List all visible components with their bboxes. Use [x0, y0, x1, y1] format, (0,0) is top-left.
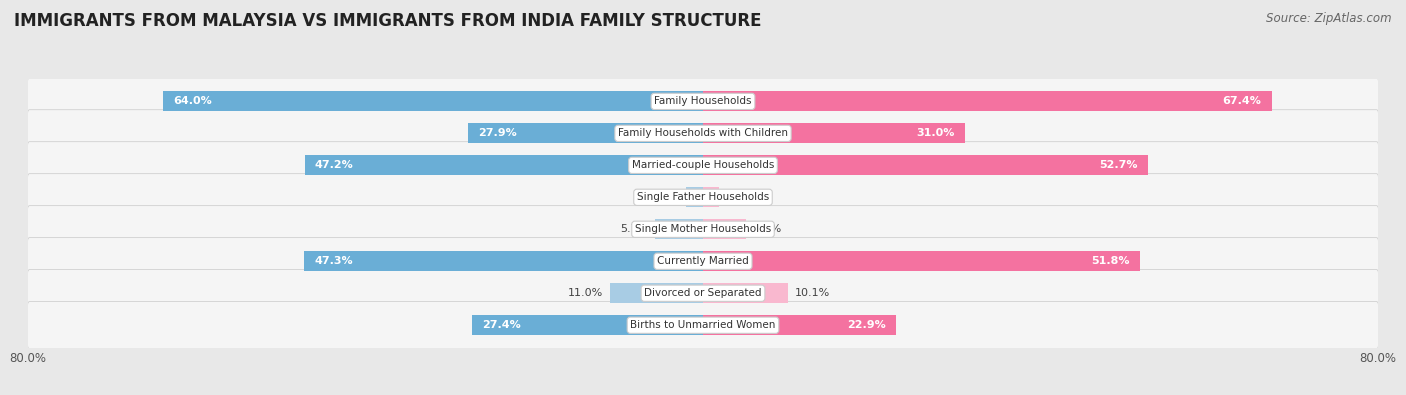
Text: Family Households: Family Households	[654, 96, 752, 106]
Text: 2.0%: 2.0%	[651, 192, 679, 202]
Bar	[703, 92, 1271, 111]
Text: Single Father Households: Single Father Households	[637, 192, 769, 202]
Bar	[468, 124, 703, 143]
Text: Source: ZipAtlas.com: Source: ZipAtlas.com	[1267, 12, 1392, 25]
Text: 47.2%: 47.2%	[315, 160, 354, 170]
Bar	[472, 315, 703, 335]
Text: 52.7%: 52.7%	[1099, 160, 1137, 170]
Text: 51.8%: 51.8%	[1091, 256, 1130, 266]
Bar	[703, 187, 718, 207]
FancyBboxPatch shape	[27, 301, 1379, 349]
Text: 10.1%: 10.1%	[794, 288, 830, 298]
Bar	[305, 155, 703, 175]
Text: Births to Unmarried Women: Births to Unmarried Women	[630, 320, 776, 330]
Bar	[703, 283, 789, 303]
Text: 47.3%: 47.3%	[314, 256, 353, 266]
FancyBboxPatch shape	[27, 238, 1379, 285]
Bar	[163, 92, 703, 111]
FancyBboxPatch shape	[27, 78, 1379, 125]
Text: 31.0%: 31.0%	[917, 128, 955, 138]
Text: 5.7%: 5.7%	[620, 224, 648, 234]
Text: 1.9%: 1.9%	[725, 192, 754, 202]
Bar	[655, 219, 703, 239]
Bar	[703, 315, 896, 335]
Text: Currently Married: Currently Married	[657, 256, 749, 266]
FancyBboxPatch shape	[27, 110, 1379, 157]
Text: Divorced or Separated: Divorced or Separated	[644, 288, 762, 298]
FancyBboxPatch shape	[27, 206, 1379, 253]
Text: 64.0%: 64.0%	[173, 96, 212, 106]
FancyBboxPatch shape	[27, 174, 1379, 221]
Bar	[686, 187, 703, 207]
Text: Single Mother Households: Single Mother Households	[636, 224, 770, 234]
Bar	[703, 155, 1147, 175]
Text: 22.9%: 22.9%	[848, 320, 886, 330]
Bar	[610, 283, 703, 303]
Bar	[703, 219, 747, 239]
Text: 27.4%: 27.4%	[482, 320, 520, 330]
Text: Family Households with Children: Family Households with Children	[619, 128, 787, 138]
Text: 5.1%: 5.1%	[752, 224, 780, 234]
Text: 67.4%: 67.4%	[1223, 96, 1261, 106]
Bar	[304, 251, 703, 271]
Text: IMMIGRANTS FROM MALAYSIA VS IMMIGRANTS FROM INDIA FAMILY STRUCTURE: IMMIGRANTS FROM MALAYSIA VS IMMIGRANTS F…	[14, 12, 762, 30]
FancyBboxPatch shape	[27, 269, 1379, 317]
Text: 27.9%: 27.9%	[478, 128, 516, 138]
Bar	[703, 124, 965, 143]
Text: Married-couple Households: Married-couple Households	[631, 160, 775, 170]
Bar	[703, 251, 1140, 271]
Text: 11.0%: 11.0%	[568, 288, 603, 298]
FancyBboxPatch shape	[27, 142, 1379, 189]
